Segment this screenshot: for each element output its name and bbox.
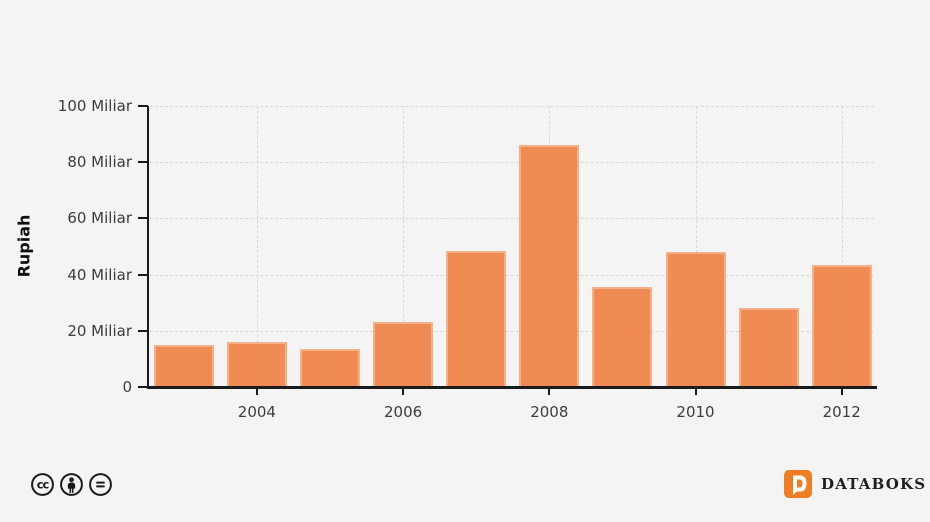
bar-2008[interactable] xyxy=(519,145,580,386)
x-tick-label: 2006 xyxy=(384,403,423,421)
bar-2010[interactable] xyxy=(665,252,726,386)
bar-chart: 0 20 Miliar 40 Miliar 60 Miliar 80 Miliar 100… xyxy=(57,97,874,421)
databoks-logo-icon xyxy=(784,470,812,498)
y-tick-label: 60 Miliar xyxy=(67,209,132,228)
grid-line-horizontal xyxy=(150,330,874,332)
y-axis-title: Rupiah xyxy=(14,214,34,278)
databoks-wordmark: DATABOKS xyxy=(821,475,927,493)
bar-2005[interactable] xyxy=(300,349,360,386)
y-tick-label: 80 Miliar xyxy=(67,153,132,172)
no-derivatives-icon[interactable] xyxy=(88,472,113,497)
y-tick-label: 20 Miliar xyxy=(67,321,132,340)
x-axis-line xyxy=(147,386,877,389)
y-tick-label: 40 Miliar xyxy=(67,265,132,284)
cc-icon[interactable]: cc xyxy=(30,472,55,497)
y-axis-tick xyxy=(138,105,148,107)
license-badges[interactable]: cc xyxy=(30,472,113,497)
bar-2006[interactable] xyxy=(373,322,434,386)
y-axis-tick xyxy=(138,329,148,332)
x-axis-tick xyxy=(402,388,405,395)
bar-2003[interactable] xyxy=(153,344,214,386)
x-axis-tick xyxy=(694,388,697,395)
y-axis-line xyxy=(147,106,149,388)
x-axis-tick xyxy=(840,388,843,395)
x-tick-label: 2004 xyxy=(237,403,276,421)
grid-line-horizontal xyxy=(150,218,874,220)
attribution-icon[interactable] xyxy=(59,472,84,497)
y-axis-tick xyxy=(138,386,148,388)
y-tick-label: 100 Miliar xyxy=(57,97,132,115)
grid-line-vertical xyxy=(256,106,258,387)
y-axis-tick xyxy=(138,161,148,164)
grid-line-vertical xyxy=(695,106,697,387)
bar-2012[interactable] xyxy=(811,264,872,386)
databoks-logo[interactable]: DATABOKS xyxy=(784,470,926,498)
x-tick-label: 2010 xyxy=(676,403,715,421)
grid-line-horizontal xyxy=(150,106,874,107)
bar-2004[interactable] xyxy=(226,342,287,386)
y-axis-tick xyxy=(138,217,148,220)
grid-line-vertical xyxy=(403,106,405,387)
y-axis-tick xyxy=(138,273,148,276)
x-tick-label: 2012 xyxy=(822,403,861,421)
bar-2011[interactable] xyxy=(738,308,799,386)
x-tick-label: 2008 xyxy=(530,403,569,421)
grid-line-horizontal xyxy=(150,162,874,164)
x-axis-tick xyxy=(255,388,258,395)
x-axis-tick xyxy=(548,388,551,395)
y-tick-label: 0 xyxy=(122,378,132,396)
grid-line-vertical xyxy=(841,106,843,387)
bar-2009[interactable] xyxy=(592,287,653,386)
bar-2007[interactable] xyxy=(446,250,507,386)
grid-line-horizontal xyxy=(150,274,874,276)
svg-text:cc: cc xyxy=(37,477,50,491)
